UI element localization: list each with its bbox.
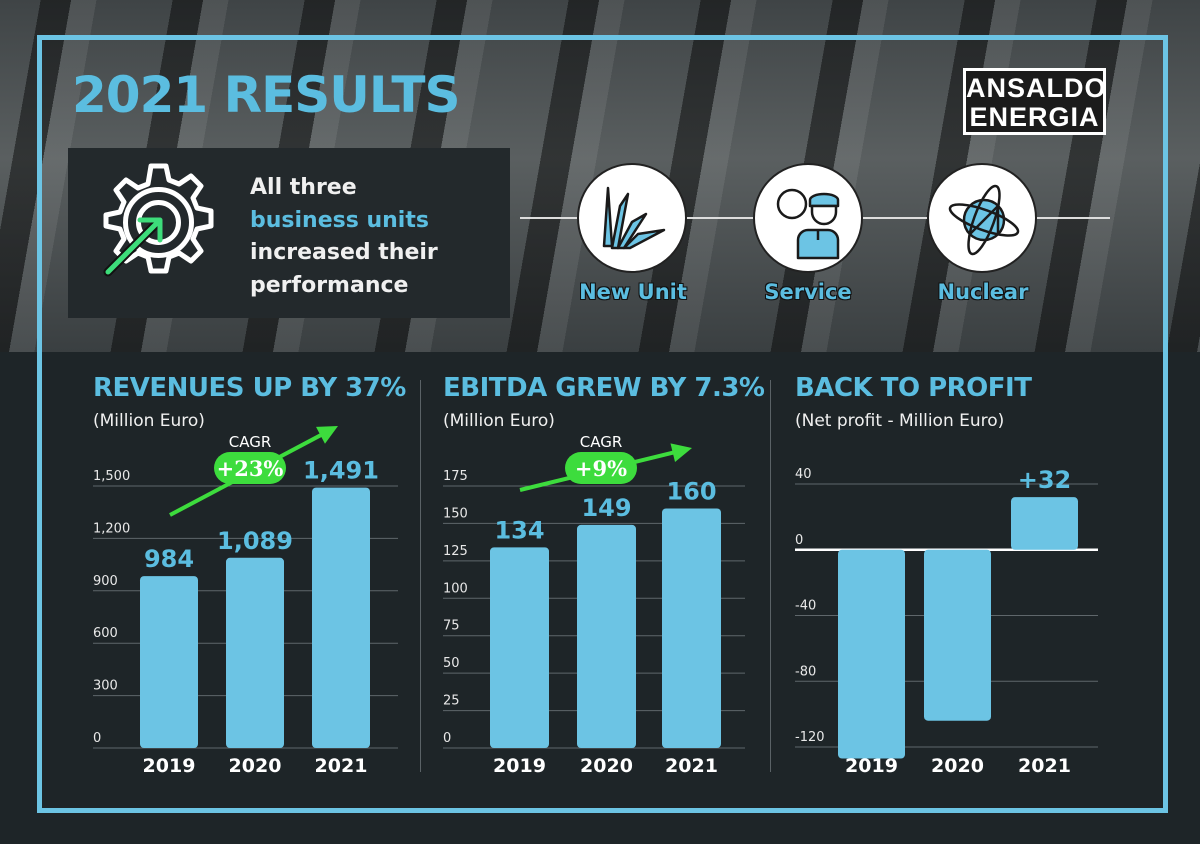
bar-2021: [312, 487, 370, 748]
x-tick-label: 2020: [580, 755, 633, 777]
chart-divider: [420, 380, 421, 772]
nuclear-badge: [927, 163, 1037, 273]
bar-2021: [662, 508, 721, 748]
ebitda-subtitle: (Million Euro): [443, 411, 555, 431]
new-unit-label: New Unit: [579, 280, 687, 304]
x-tick-label: 2021: [1018, 755, 1071, 777]
y-tick-label: 175: [443, 469, 468, 484]
y-tick-label: 0: [795, 533, 803, 548]
data-label: 1,089: [217, 527, 293, 555]
y-tick-label: 75: [443, 619, 460, 634]
bar-2020: [924, 549, 991, 721]
y-tick-label: -120: [795, 730, 825, 745]
x-tick-label: 2021: [315, 755, 368, 777]
y-tick-label: 50: [443, 656, 460, 671]
data-label: 984: [144, 545, 194, 573]
x-tick-label: 2019: [493, 755, 546, 777]
y-tick-label: 0: [443, 731, 451, 746]
data-label: +32: [1018, 466, 1072, 494]
logo-line: ANSALDO: [966, 73, 1107, 103]
summary-line: All three: [250, 175, 357, 200]
new-unit-badge: [577, 163, 687, 273]
data-label: 1,491: [303, 457, 379, 485]
cagr-value: +9%: [575, 456, 627, 481]
cagr-badge: [565, 452, 637, 484]
y-tick-label: 100: [443, 581, 468, 596]
x-tick-label: 2019: [845, 755, 898, 777]
bar-2019: [838, 549, 905, 759]
bar-2020: [226, 557, 284, 748]
x-tick-label: 2020: [931, 755, 984, 777]
service-label: Service: [764, 280, 852, 304]
y-tick-label: -80: [795, 664, 816, 679]
chart-divider: [770, 380, 771, 772]
data-label: 134: [494, 516, 544, 544]
x-tick-label: 2019: [143, 755, 196, 777]
engineer-with-gear-icon: [776, 188, 840, 260]
service-badge: [753, 163, 863, 273]
y-tick-label: 600: [93, 626, 118, 641]
y-tick-label: 1,200: [93, 521, 130, 536]
cagr-label: CAGR: [229, 433, 272, 451]
company-logo: ANSALDO ENERGIA: [963, 68, 1106, 135]
cagr-arrow-head: [316, 426, 338, 444]
nuclear-label: Nuclear: [937, 280, 1029, 304]
turbine-blades-icon: [602, 186, 666, 250]
profit-subtitle: (Net profit - Million Euro): [795, 411, 1005, 431]
profit-title: BACK TO PROFIT: [795, 373, 1032, 403]
y-tick-label: 40: [795, 467, 812, 482]
cagr-arrow-head: [670, 443, 692, 462]
data-label: 160: [666, 477, 716, 505]
logo-line: ENERGIA: [969, 102, 1100, 132]
y-tick-label: 300: [93, 679, 118, 694]
x-tick-label: 2020: [229, 755, 282, 777]
y-tick-label: 900: [93, 574, 118, 589]
y-tick-label: 150: [443, 506, 468, 521]
cagr-value: +23%: [217, 456, 284, 481]
bar-2020: [577, 524, 636, 748]
atom-globe-icon: [948, 184, 1020, 256]
bar-2021: [1011, 497, 1078, 550]
x-tick-label: 2021: [665, 755, 718, 777]
bar-2019: [140, 576, 198, 748]
revenues-subtitle: (Million Euro): [93, 411, 205, 431]
summary-line: increased their: [250, 240, 438, 265]
y-tick-label: 1,500: [93, 469, 130, 484]
data-label: 149: [581, 494, 631, 522]
summary-line: performance: [250, 272, 409, 298]
bar-2019: [490, 547, 549, 748]
y-tick-label: 125: [443, 544, 468, 559]
gear-with-arrow-icon: [103, 163, 214, 277]
y-tick-label: -40: [795, 599, 816, 614]
cagr-badge: [214, 452, 286, 484]
revenues-title: REVENUES UP BY 37%: [93, 373, 406, 403]
y-tick-label: 0: [93, 731, 101, 746]
page-title: 2021 RESULTS: [72, 66, 461, 124]
summary-text: All three business units increased their…: [250, 172, 438, 302]
y-tick-label: 25: [443, 694, 460, 709]
summary-highlight: business units: [250, 207, 429, 233]
cagr-label: CAGR: [580, 433, 623, 451]
ebitda-title: EBITDA GREW BY 7.3%: [443, 373, 765, 403]
